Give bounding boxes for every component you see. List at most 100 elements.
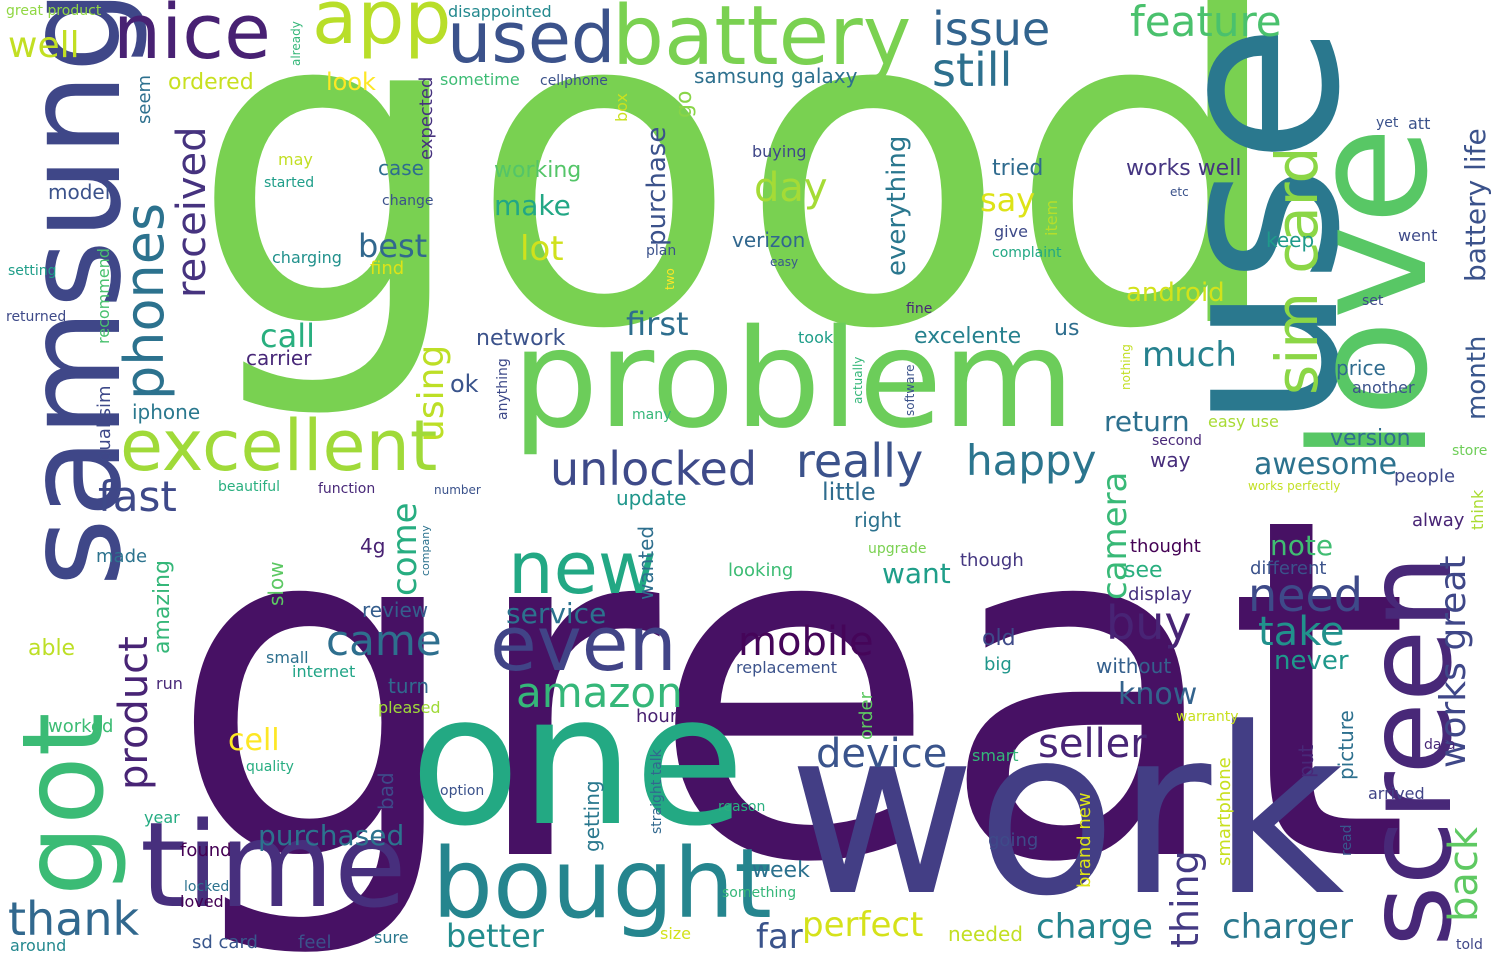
word-internet: internet <box>292 662 356 681</box>
word-purchased: purchased <box>258 819 405 852</box>
word-see: see <box>1124 558 1163 583</box>
word-something: something <box>722 885 797 901</box>
word-excelente: excelente <box>914 324 1022 349</box>
word-pleased: pleased <box>378 698 441 717</box>
word-sim-card: sim card <box>1263 146 1331 395</box>
word-tried: tried <box>992 156 1044 181</box>
word-beautiful: beautiful <box>218 479 281 495</box>
word-smart: smart <box>972 746 1019 765</box>
word-needed: needed <box>948 922 1023 946</box>
word-smartphone: smartphone <box>1214 757 1235 866</box>
word-much: much <box>1142 335 1237 375</box>
word-already: already <box>289 21 303 66</box>
word-found: found <box>180 840 232 861</box>
word-working: working <box>494 158 582 183</box>
word-ok: ok <box>450 370 479 398</box>
word-thank: thank <box>8 892 140 946</box>
word-thing: thing <box>1163 850 1207 948</box>
word-people: people <box>1394 466 1456 487</box>
word-purchase: purchase <box>642 126 672 246</box>
word-even: even <box>490 599 677 688</box>
word-best: best <box>358 227 428 265</box>
word-thought: thought <box>1130 536 1201 557</box>
word-works-perfectly: works perfectly <box>1248 479 1341 493</box>
word-easy: easy <box>770 255 799 269</box>
word-took: took <box>798 328 834 347</box>
word-cellphone: cellphone <box>540 73 608 89</box>
word-come: come <box>385 502 425 596</box>
word-issue: issue <box>932 2 1051 56</box>
word-nice: nice <box>113 0 271 76</box>
word-make: make <box>494 189 571 222</box>
word-different: different <box>1250 558 1327 579</box>
word-recommend: recommend <box>94 248 113 344</box>
word-quality: quality <box>246 759 294 775</box>
word-new: new <box>508 526 657 610</box>
word-note: note <box>1270 529 1334 562</box>
word-charging: charging <box>272 248 342 267</box>
word-carrier: carrier <box>246 346 312 370</box>
word-charger: charger <box>1222 907 1353 947</box>
word-plan: plan <box>646 243 677 259</box>
word-feature: feature <box>1130 0 1282 46</box>
word-actually: actually <box>851 356 865 404</box>
word-battery-life: battery life <box>1459 128 1492 282</box>
word-big: big <box>984 654 1012 675</box>
word-say: say <box>980 181 1036 219</box>
word-old: old <box>982 626 1016 651</box>
word-read: read <box>1339 824 1355 856</box>
word-two: two <box>663 268 677 290</box>
word-verizon: verizon <box>732 228 806 252</box>
word-seem: seem <box>134 74 155 124</box>
word-review: review <box>362 598 429 622</box>
word-4g: 4g <box>360 534 386 558</box>
word-change: change <box>382 193 434 209</box>
word-far: far <box>756 917 803 957</box>
word-able: able <box>28 636 76 661</box>
word-made: made <box>96 546 148 567</box>
word-got: got <box>0 712 129 896</box>
word-worked: worked <box>48 716 114 737</box>
word-amazing: amazing <box>150 560 175 654</box>
word-works-well: works well <box>1126 156 1242 181</box>
word-sometime: sometime <box>440 70 520 89</box>
word-att: att <box>1408 114 1431 133</box>
word-first: first <box>626 305 689 343</box>
word-want: want <box>882 557 951 590</box>
word-back: back <box>1441 826 1487 922</box>
word-display: display <box>1128 584 1192 605</box>
word-nothing: nothing <box>1119 344 1133 390</box>
word-still: still <box>932 43 1013 97</box>
word-returned: returned <box>6 309 67 325</box>
word-mobile: mobile <box>738 619 874 665</box>
word-perfect: perfect <box>802 905 924 945</box>
word-phones: phones <box>113 202 176 400</box>
word-buy: buy <box>1106 596 1192 650</box>
word-disappointed: disappointed <box>448 2 552 21</box>
word-looking: looking <box>728 560 794 581</box>
word-received: received <box>169 126 215 298</box>
word-buying: buying <box>752 142 807 161</box>
word-iphone: iphone <box>132 400 201 424</box>
word-work: work <box>788 680 1345 947</box>
word-around: around <box>10 936 67 955</box>
word-keep: keep <box>1266 228 1315 252</box>
word-bad: bad <box>374 772 398 810</box>
word-dual-sim: dual sim <box>94 385 115 463</box>
word-turn: turn <box>388 674 430 698</box>
word-device: device <box>816 731 948 777</box>
word-cell: cell <box>228 723 280 758</box>
word-came: came <box>326 616 442 665</box>
word-brand-new: brand new <box>1074 792 1095 888</box>
word-arrived: arrived <box>1368 784 1425 803</box>
word-set: set <box>1362 293 1384 309</box>
word-replacement: replacement <box>736 658 837 677</box>
word-ordered: ordered <box>168 70 254 95</box>
word-go: go <box>672 90 697 118</box>
word-excellent: excellent <box>120 405 438 487</box>
word-feel: feel <box>298 932 332 953</box>
word-battery: battery <box>612 0 912 84</box>
word-find: find <box>370 258 405 279</box>
word-look: look <box>326 68 376 96</box>
